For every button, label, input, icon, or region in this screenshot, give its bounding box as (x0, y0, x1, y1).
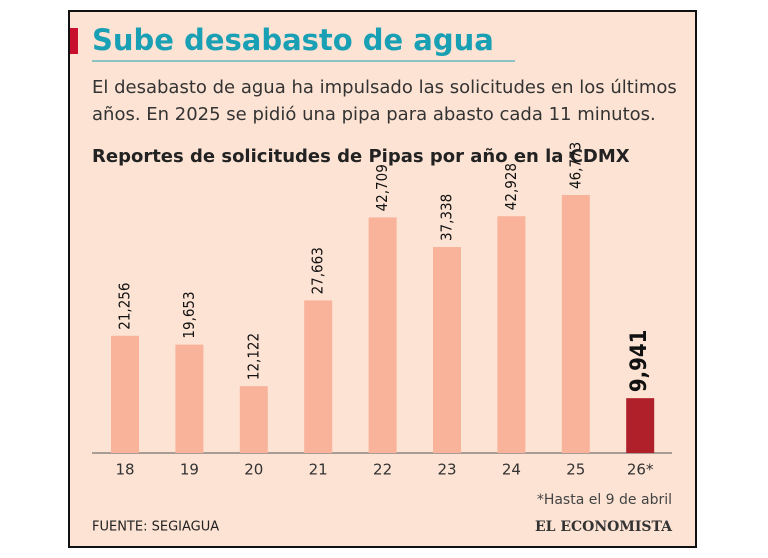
value-label: 42,928 (502, 163, 520, 210)
x-tick-label: 25 (566, 461, 585, 479)
x-tick-label: 23 (437, 461, 456, 479)
bar (239, 386, 268, 453)
bar (497, 216, 526, 453)
value-label: 9,941 (627, 330, 652, 393)
x-tick-label: 26* (627, 461, 654, 479)
x-tick-label: 20 (244, 461, 263, 479)
chart-title: Reportes de solicitudes de Pipas por año… (92, 146, 630, 167)
note: *Hasta el 9 de abril (537, 492, 672, 508)
value-label: 27,663 (309, 247, 327, 294)
title-marker (70, 28, 78, 54)
title: Sube desabasto de agua (92, 23, 494, 57)
value-label: 46,773 (566, 142, 584, 189)
subtitle: años. En 2025 se pidió una pipa para aba… (92, 104, 656, 125)
value-label: 12,122 (244, 333, 262, 380)
subtitle: El desabasto de agua ha impulsado las so… (92, 77, 677, 98)
bar (304, 300, 333, 453)
bar (175, 344, 204, 453)
bar (433, 247, 461, 453)
source: FUENTE: SEGIAGUA (92, 520, 219, 535)
brand: EL ECONOMISTA (535, 519, 673, 535)
x-tick-label: 21 (309, 461, 328, 479)
bar (626, 398, 655, 453)
x-tick-label: 18 (115, 461, 134, 479)
bar (368, 217, 397, 453)
value-label: 42,709 (373, 164, 391, 211)
value-label: 37,338 (438, 194, 456, 241)
x-tick-label: 19 (180, 461, 199, 479)
bar (561, 195, 590, 453)
bar (111, 335, 139, 453)
x-tick-label: 22 (373, 461, 392, 479)
x-tick-label: 24 (502, 461, 521, 479)
value-label: 19,653 (180, 291, 198, 338)
value-label: 21,256 (116, 283, 134, 330)
